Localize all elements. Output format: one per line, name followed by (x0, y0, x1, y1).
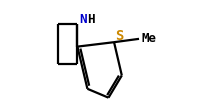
Text: Me: Me (142, 32, 157, 45)
Text: H: H (87, 13, 95, 27)
Text: N: N (79, 13, 87, 27)
Text: S: S (115, 29, 123, 43)
